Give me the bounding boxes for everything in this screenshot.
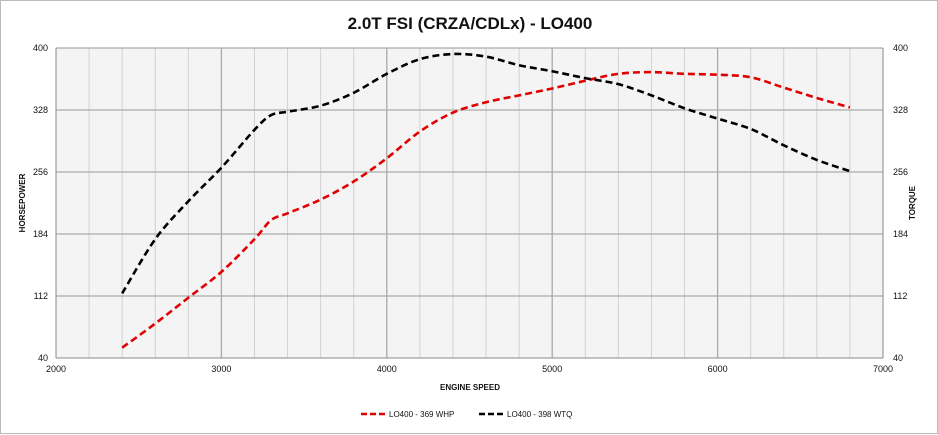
y2-tick-label: 400 [893, 43, 908, 53]
x-tick-label: 6000 [708, 364, 728, 374]
y-tick-label: 184 [33, 229, 48, 239]
y-tick-label: 400 [33, 43, 48, 53]
x-tick-label: 5000 [542, 364, 562, 374]
plot-area [56, 48, 883, 358]
y2-tick-label: 256 [893, 167, 908, 177]
y2-tick-label: 40 [893, 353, 903, 363]
legend-label: LO400 - 369 WHP [389, 410, 454, 419]
y2-axis-label: TORQUE [908, 185, 917, 220]
y-tick-label: 40 [38, 353, 48, 363]
y2-tick-label: 328 [893, 105, 908, 115]
legend-label: LO400 - 398 WTQ [507, 410, 572, 419]
chart-title: 2.0T FSI (CRZA/CDLx) - LO400 [348, 14, 593, 33]
x-tick-label: 7000 [873, 364, 893, 374]
x-tick-label: 2000 [46, 364, 66, 374]
x-tick-label: 3000 [211, 364, 231, 374]
x-tick-label: 4000 [377, 364, 397, 374]
x-axis-label: ENGINE SPEED [440, 383, 500, 392]
series-line-torque [121, 52, 851, 295]
y-axis-label: HORSEPOWER [18, 173, 27, 232]
y2-tick-label: 184 [893, 229, 908, 239]
y-tick-label: 256 [33, 167, 48, 177]
y2-tick-label: 112 [893, 291, 907, 301]
series-line-horsepower [121, 70, 851, 349]
y-tick-label: 112 [34, 291, 48, 301]
y-tick-label: 328 [33, 105, 48, 115]
